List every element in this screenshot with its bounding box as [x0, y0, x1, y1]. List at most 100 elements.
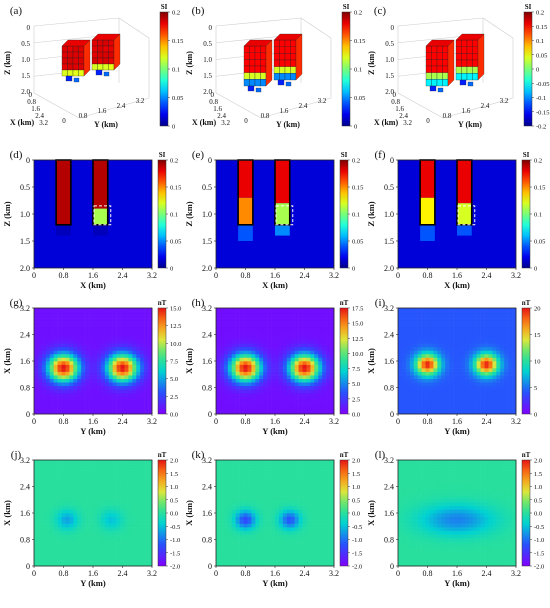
heatmap-cell	[69, 365, 73, 369]
heatmap-cell	[295, 478, 299, 482]
heatmap-cell	[255, 492, 259, 496]
panel-a-y-tick: 2.4	[117, 102, 126, 110]
heatmap-cell	[228, 407, 232, 411]
heatmap-cell	[97, 357, 101, 361]
heatmap-cell	[481, 382, 485, 386]
heatmap-cell	[496, 308, 500, 312]
heatmap-cell	[65, 481, 69, 485]
heatmap-cell	[263, 365, 267, 369]
heatmap-cell	[492, 396, 496, 400]
heatmap-cell	[299, 308, 303, 312]
heatmap-cell	[73, 382, 77, 386]
heatmap-cell	[465, 354, 469, 358]
heatmap-cell	[93, 403, 97, 407]
heatmap-cell	[140, 545, 144, 549]
heatmap-cell	[85, 481, 89, 485]
heatmap-cell	[414, 403, 418, 407]
heatmap-cell	[140, 361, 144, 365]
heatmap-cell	[310, 485, 314, 489]
heatmap-cell	[50, 382, 54, 386]
heatmap-cell	[105, 382, 109, 386]
heatmap-cell	[473, 322, 477, 326]
heatmap-cell	[124, 315, 128, 319]
heatmap-cell	[46, 319, 50, 323]
heatmap-cell	[93, 333, 97, 337]
heatmap-cell	[271, 559, 275, 563]
heatmap-cell	[457, 340, 461, 344]
heatmap-cell	[310, 343, 314, 347]
heatmap-cell	[271, 499, 275, 503]
heatmap-cell	[283, 527, 287, 531]
heatmap-cell	[38, 333, 42, 337]
heatmap-cell	[406, 375, 410, 379]
heatmap-cell	[271, 492, 275, 496]
heatmap-cell	[132, 308, 136, 312]
heatmap-cell	[461, 400, 465, 404]
heatmap-cell	[402, 354, 406, 358]
heatmap-cell	[244, 361, 248, 365]
heatmap-cell	[492, 382, 496, 386]
heatmap-cell	[322, 319, 326, 323]
heatmap-cell	[251, 386, 255, 390]
heatmap-cell	[38, 393, 42, 397]
heatmap-cell	[62, 545, 66, 549]
heatmap-cell	[247, 488, 251, 492]
heatmap-cell	[449, 350, 453, 354]
heatmap-cell	[89, 499, 93, 503]
heatmap-cell	[485, 319, 489, 323]
panel-a-y-tick: 1.6	[98, 107, 107, 115]
heatmap-cell	[259, 312, 263, 316]
heatmap-cell	[469, 393, 473, 397]
heatmap-cell	[469, 319, 473, 323]
heatmap-cell	[326, 333, 330, 337]
heatmap-cell	[453, 340, 457, 344]
heatmap-cell	[93, 379, 97, 383]
panel-c-voxel	[462, 47, 468, 54]
heatmap-cell	[109, 471, 113, 475]
heatmap-cell	[97, 336, 101, 340]
heatmap-cell	[322, 548, 326, 552]
heatmap-cell	[271, 308, 275, 312]
heatmap-cell	[220, 368, 224, 372]
heatmap-cell	[105, 372, 109, 376]
heatmap-cell	[97, 495, 101, 499]
heatmap-cell	[124, 541, 128, 545]
heatmap-cell	[279, 485, 283, 489]
heatmap-cell	[504, 312, 508, 316]
heatmap-cell	[461, 365, 465, 369]
heatmap-cell	[62, 343, 66, 347]
heatmap-cell	[236, 499, 240, 503]
heatmap-cell	[318, 315, 322, 319]
heatmap-cell	[220, 513, 224, 517]
heatmap-cell	[144, 400, 148, 404]
heatmap-cell	[232, 478, 236, 482]
heatmap-cell	[251, 319, 255, 323]
heatmap-cell	[58, 495, 62, 499]
heatmap-cell	[283, 485, 287, 489]
heatmap-cell	[50, 492, 54, 496]
heatmap-cell	[247, 531, 251, 535]
heatmap-cell	[473, 333, 477, 337]
heatmap-cell	[144, 517, 148, 521]
panel-b-x-axis-label: X (km)	[192, 118, 217, 127]
heatmap-cell	[283, 379, 287, 383]
panel-b-voxel	[261, 73, 267, 80]
heatmap-cell	[136, 488, 140, 492]
heatmap-cell	[216, 350, 220, 354]
heatmap-cell	[465, 343, 469, 347]
heatmap-cell	[287, 538, 291, 542]
heatmap-cell	[42, 502, 46, 506]
heatmap-cell	[263, 340, 267, 344]
heatmap-cell	[410, 357, 414, 361]
heatmap-cell	[62, 520, 66, 524]
heatmap-cell	[128, 488, 132, 492]
heatmap-cell	[101, 368, 105, 372]
heatmap-cell	[477, 396, 481, 400]
panel-e-cell	[238, 225, 253, 241]
heatmap-cell	[259, 375, 263, 379]
heatmap-cell	[508, 333, 512, 337]
heatmap-cell	[240, 517, 244, 521]
panel-c-voxel	[456, 47, 462, 54]
heatmap-cell	[216, 365, 220, 369]
heatmap-cell	[299, 329, 303, 333]
